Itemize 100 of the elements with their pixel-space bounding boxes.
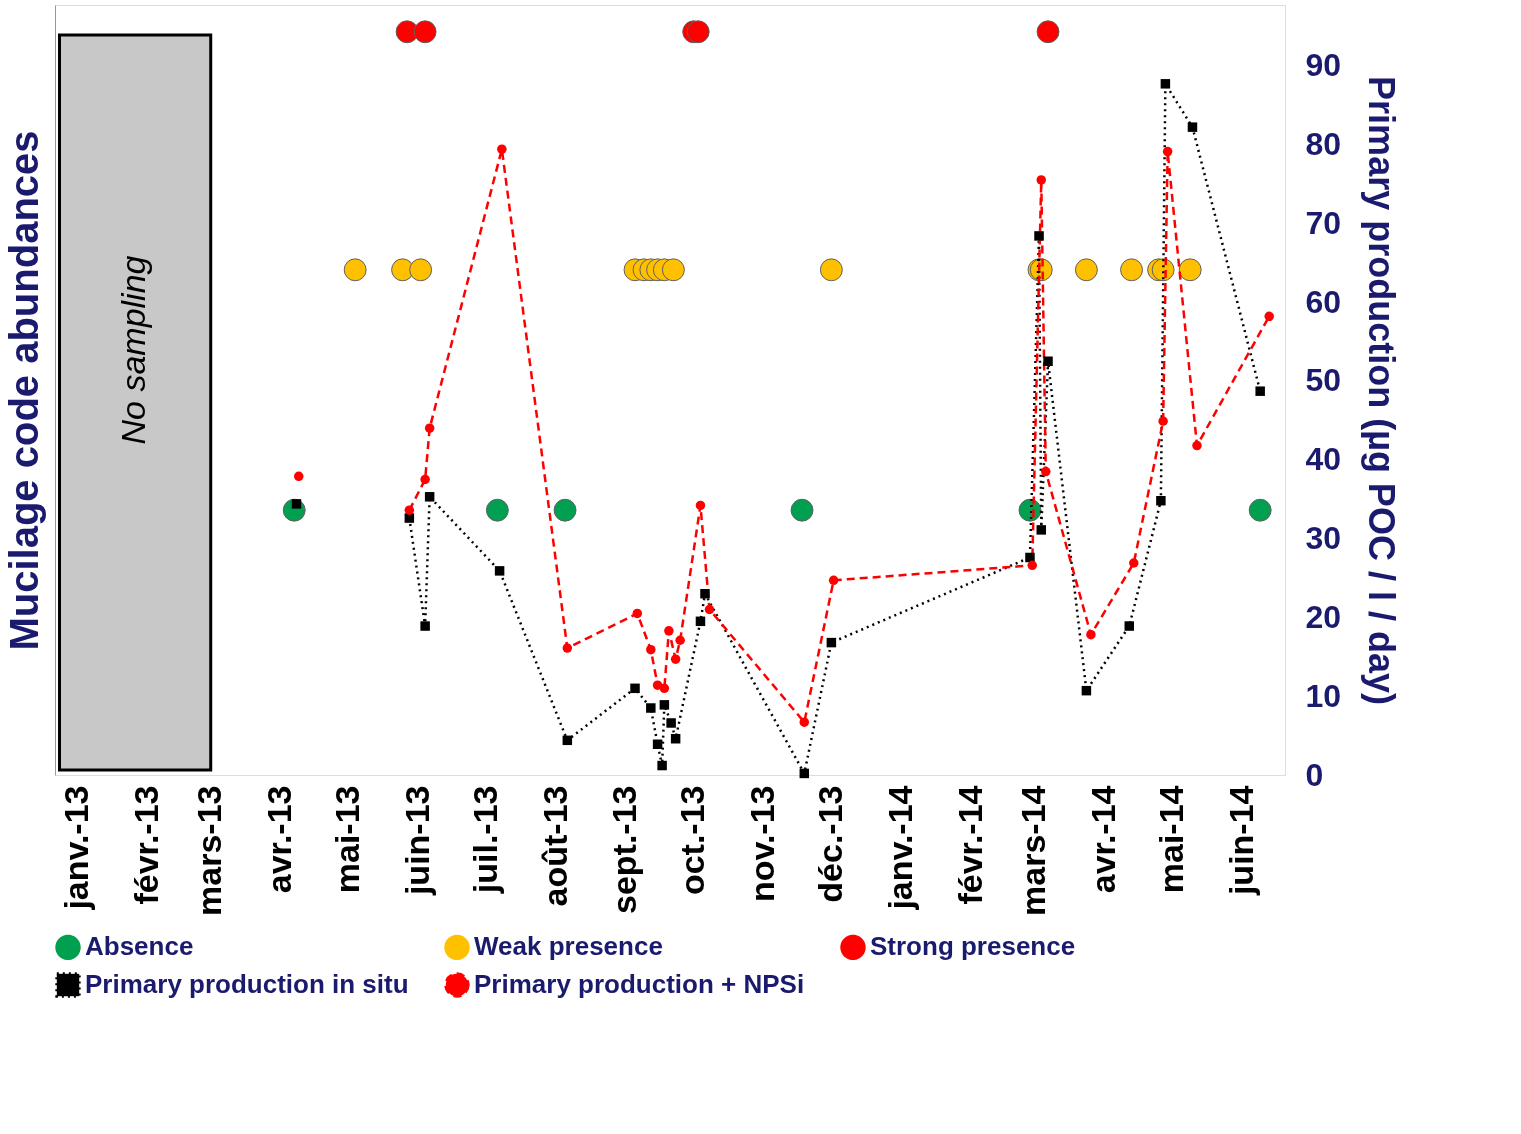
point: [404, 505, 415, 515]
point: [1178, 258, 1202, 282]
point: [652, 739, 663, 750]
point: [409, 258, 433, 282]
y2-tick-label: 50: [1305, 362, 1342, 399]
point: [1158, 416, 1168, 426]
y2-tick-label: 0: [1305, 756, 1324, 793]
x-tick-label: avr.-14: [1083, 785, 1122, 894]
point: [646, 703, 656, 713]
point: [497, 144, 507, 154]
x-tick-label: janv.-13: [57, 785, 96, 911]
point: [1120, 258, 1143, 282]
point: [562, 643, 573, 653]
point: [819, 258, 843, 282]
point: [420, 621, 430, 631]
point: [1187, 122, 1198, 132]
point: [420, 474, 430, 485]
x-tick-label: juin-13: [397, 785, 436, 897]
point: [704, 604, 715, 615]
point: [1043, 356, 1053, 366]
point: [1036, 175, 1046, 185]
point: [695, 616, 706, 627]
point: [666, 718, 676, 728]
x-tick-label: déc.-13: [810, 785, 849, 903]
x-tick-label: avr.-13: [260, 785, 299, 894]
y2-tick-label: 60: [1305, 283, 1342, 320]
point: [670, 654, 681, 664]
point: [494, 566, 505, 576]
point: [799, 768, 810, 779]
x-tick-label: mars-14: [1013, 785, 1052, 916]
y2-axis-title: Primary production (µg POC / l / day): [1361, 76, 1403, 705]
point: [485, 498, 509, 522]
band-label: No sampling: [114, 255, 153, 445]
point: [1074, 258, 1098, 282]
point: [670, 734, 681, 744]
point: [1192, 440, 1202, 451]
point: [661, 258, 685, 282]
point: [562, 735, 573, 746]
x-tick-label: mars-13: [190, 785, 229, 916]
point: [1129, 558, 1139, 568]
point: [413, 20, 437, 44]
point: [553, 498, 577, 522]
point: [657, 760, 667, 771]
y2-tick-label: 40: [1305, 441, 1342, 478]
point: [1025, 552, 1035, 563]
point: [1034, 231, 1044, 241]
point: [646, 644, 656, 655]
x-tick-label: janv.-14: [880, 785, 919, 911]
point: [1255, 386, 1265, 396]
x-tick-label: févr.-13: [127, 785, 166, 905]
point: [343, 258, 367, 282]
point: [1156, 495, 1166, 506]
point: [632, 608, 643, 619]
point: [294, 471, 304, 482]
point: [828, 575, 839, 586]
point: [1036, 20, 1060, 44]
point: [424, 423, 435, 433]
x-tick-label: mai-14: [1151, 785, 1190, 894]
x-tick-label: oct.-13: [673, 785, 712, 896]
y2-tick-label: 10: [1305, 677, 1342, 714]
point: [424, 492, 435, 502]
x-tick-label: févr.-14: [950, 785, 989, 905]
y2-tick-label: 70: [1305, 204, 1342, 241]
point: [664, 626, 674, 636]
y2-tick-label: 90: [1305, 47, 1342, 84]
point: [1081, 685, 1092, 696]
legend-label: Primary production + NPSi: [474, 969, 805, 999]
point: [1086, 629, 1096, 640]
x-tick-label: juin-14: [1221, 785, 1260, 897]
x-tick-label: mai-13: [327, 785, 366, 894]
legend-label: Strong presence: [870, 931, 1076, 962]
point: [1162, 146, 1173, 157]
point: [700, 588, 710, 599]
point: [1124, 621, 1135, 631]
y2-tick-label: 30: [1305, 520, 1342, 557]
legend-label: Weak presence: [474, 931, 663, 962]
y2-tick-label: 20: [1305, 598, 1342, 635]
y-axis-title: Mucilage code abundances: [1, 130, 46, 651]
legend-label: Absence: [85, 931, 194, 962]
y2-tick-label: 80: [1305, 126, 1342, 162]
point: [790, 498, 814, 522]
point: [1027, 560, 1037, 571]
point: [1248, 498, 1272, 522]
point: [630, 683, 640, 694]
x-tick-label: sept.-13: [605, 785, 644, 914]
point: [1036, 525, 1046, 535]
point: [1264, 311, 1274, 322]
point: [291, 499, 302, 509]
point: [1160, 79, 1171, 89]
x-tick-label: juil.-13: [465, 785, 504, 895]
point: [675, 635, 685, 645]
x-tick-label: nov.-13: [743, 785, 782, 903]
point: [659, 700, 670, 710]
point: [659, 683, 670, 694]
point: [799, 717, 810, 727]
point: [1041, 466, 1051, 477]
point: [826, 637, 837, 648]
x-tick-label: août-13: [535, 785, 574, 907]
point: [695, 500, 706, 511]
legend-label: Primary production in situ: [85, 969, 409, 999]
